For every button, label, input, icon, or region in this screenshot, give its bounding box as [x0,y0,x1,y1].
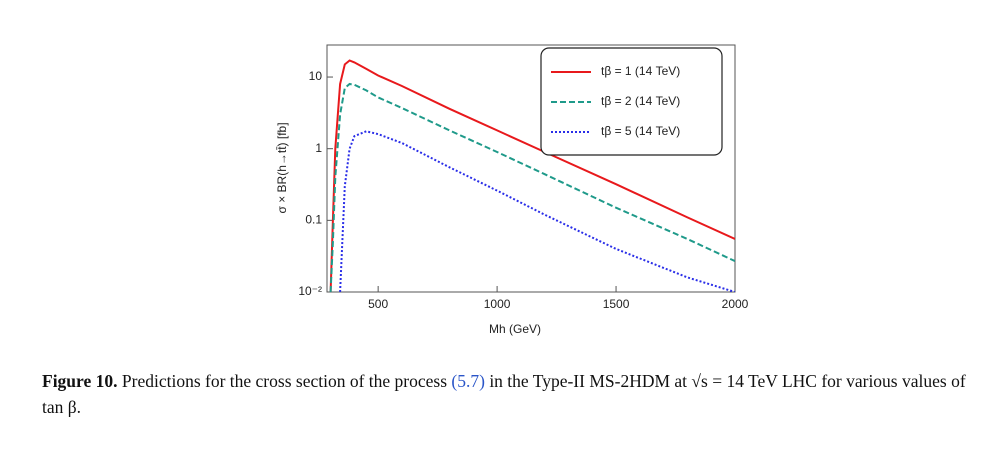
y-tick-label: 0.1 [305,213,322,227]
y-tick-label: 1 [315,141,322,155]
x-tick-label: 2000 [722,297,749,311]
x-tick-label: 1500 [603,297,630,311]
legend-box [540,47,723,156]
chart: Mh (GeV) σ × BR(h→tt̄) [fb] 500 1000 1500 2… [275,44,749,336]
legend: tβ = 1 (14 TeV) tβ = 2 (14 TeV) tβ = 5 (14… [540,47,723,156]
x-axis-label: Mh (GeV) [489,322,541,336]
caption-text: Predictions for the cross section of the… [121,371,448,391]
y-axis-label: σ × BR(h→tt̄) [fb] [275,122,289,213]
caption-text: in the Type-II MS-2HDM at √s = 14 TeV LH… [42,371,966,417]
series-line [329,59,735,292]
caption-label: Figure 10. [42,371,118,391]
caption: Figure 10. Predictions for the cross sec… [42,368,972,420]
y-tick-label: 10 [309,69,323,83]
caption-ref[interactable]: (5.7) [451,371,485,391]
legend-label: tβ = 5 (14 TeV) [601,124,680,138]
plot-lines [329,59,735,292]
plot-frame [326,44,736,293]
series-line [329,82,735,292]
legend-label: tβ = 2 (14 TeV) [601,94,680,108]
x-tick-label: 1000 [484,297,511,311]
x-tick-label: 500 [368,297,388,311]
y-tick-label: 10⁻² [298,284,322,298]
legend-label: tβ = 1 (14 TeV) [601,64,680,78]
